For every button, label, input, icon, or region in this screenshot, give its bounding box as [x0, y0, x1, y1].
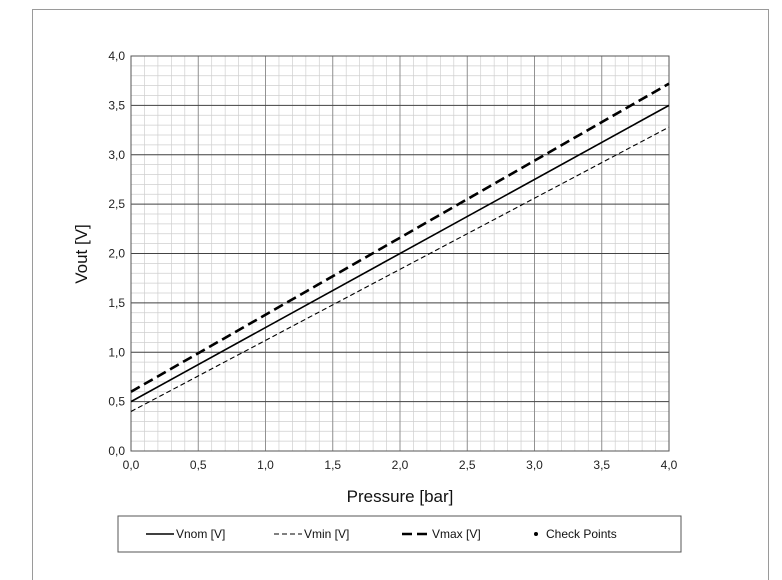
y-tick-label: 2,5 [108, 197, 125, 211]
x-tick-label: 0,0 [123, 458, 140, 472]
x-tick-label: 4,0 [661, 458, 678, 472]
legend: Vnom [V] Vmin [V] Vmax [V] Check Points [117, 515, 682, 553]
series-line-vmin [130, 126, 670, 412]
x-tick-label: 2,5 [459, 458, 476, 472]
y-tick-label: 3,5 [108, 98, 125, 112]
x-tick-label: 2,0 [392, 458, 409, 472]
x-tick-label: 0,5 [190, 458, 207, 472]
y-tick-label: 1,5 [108, 296, 125, 310]
legend-label-vmax: Vmax [V] [432, 527, 481, 541]
legend-box [117, 515, 682, 553]
plot-area-border [130, 55, 670, 452]
y-tick-label: 0,5 [108, 395, 125, 409]
chart-frame [32, 9, 769, 580]
y-axis-tick-labels: 0,0 0,5 1,0 1,5 2,0 2,5 3,0 3,5 4,0 [108, 49, 125, 458]
x-tick-label: 1,0 [257, 458, 274, 472]
x-tick-label: 3,0 [526, 458, 543, 472]
x-tick-label: 3,5 [593, 458, 610, 472]
x-axis-title: Pressure [bar] [347, 487, 454, 506]
x-tick-label: 1,5 [324, 458, 341, 472]
x-axis-tick-labels: 0,0 0,5 1,0 1,5 2,0 2,5 3,0 3,5 4,0 [123, 458, 678, 472]
y-axis-title: Vout [V] [72, 224, 91, 284]
series-layer [130, 82, 670, 412]
y-tick-label: 2,0 [108, 247, 125, 261]
legend-label-vnom: Vnom [V] [176, 527, 225, 541]
y-tick-label: 1,0 [108, 345, 125, 359]
legend-label-check: Check Points [546, 527, 617, 541]
y-tick-label: 0,0 [108, 444, 125, 458]
y-tick-label: 3,0 [108, 148, 125, 162]
legend-swatch-check [534, 532, 538, 536]
legend-label-vmin: Vmin [V] [304, 527, 349, 541]
y-tick-label: 4,0 [108, 49, 125, 63]
series-line-vnom [130, 104, 670, 403]
series-line-vmax [130, 82, 670, 393]
